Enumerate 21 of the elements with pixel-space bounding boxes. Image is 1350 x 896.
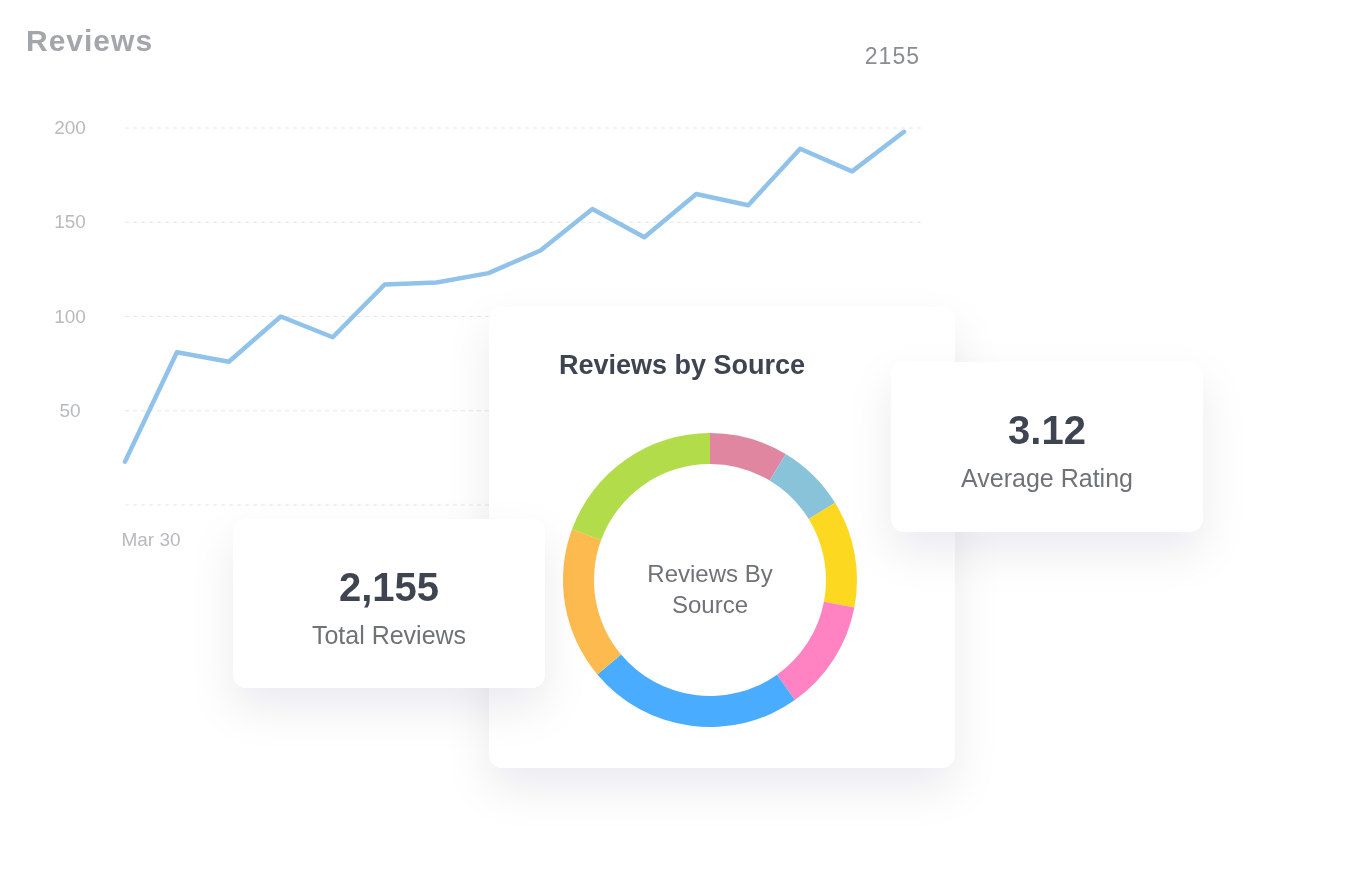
chart-title: Reviews: [26, 24, 154, 57]
y-tick-label: 50: [59, 399, 81, 421]
donut-slice: [777, 601, 855, 700]
donut-slice: [710, 433, 786, 481]
text: 2155: [864, 43, 920, 69]
donut-slice: [769, 453, 836, 520]
text: 2,155: [338, 565, 440, 609]
y-tick-label: 100: [54, 305, 86, 327]
text: Mar 30: [121, 529, 181, 550]
text: Average Rating: [961, 464, 1133, 492]
donut-slice: [563, 529, 622, 675]
line-series: [122, 129, 907, 464]
chart-title: Reviews by Source: [558, 350, 806, 380]
donut-slice: [572, 433, 710, 541]
y-tick-label: 150: [54, 211, 86, 233]
donut-slice: [808, 502, 857, 608]
text: 3.12: [1008, 408, 1086, 452]
text: Reviews By Source: [647, 560, 773, 618]
y-tick-label: 200: [54, 117, 86, 138]
donut-slice: [597, 654, 795, 727]
text: Total Reviews: [311, 621, 467, 649]
